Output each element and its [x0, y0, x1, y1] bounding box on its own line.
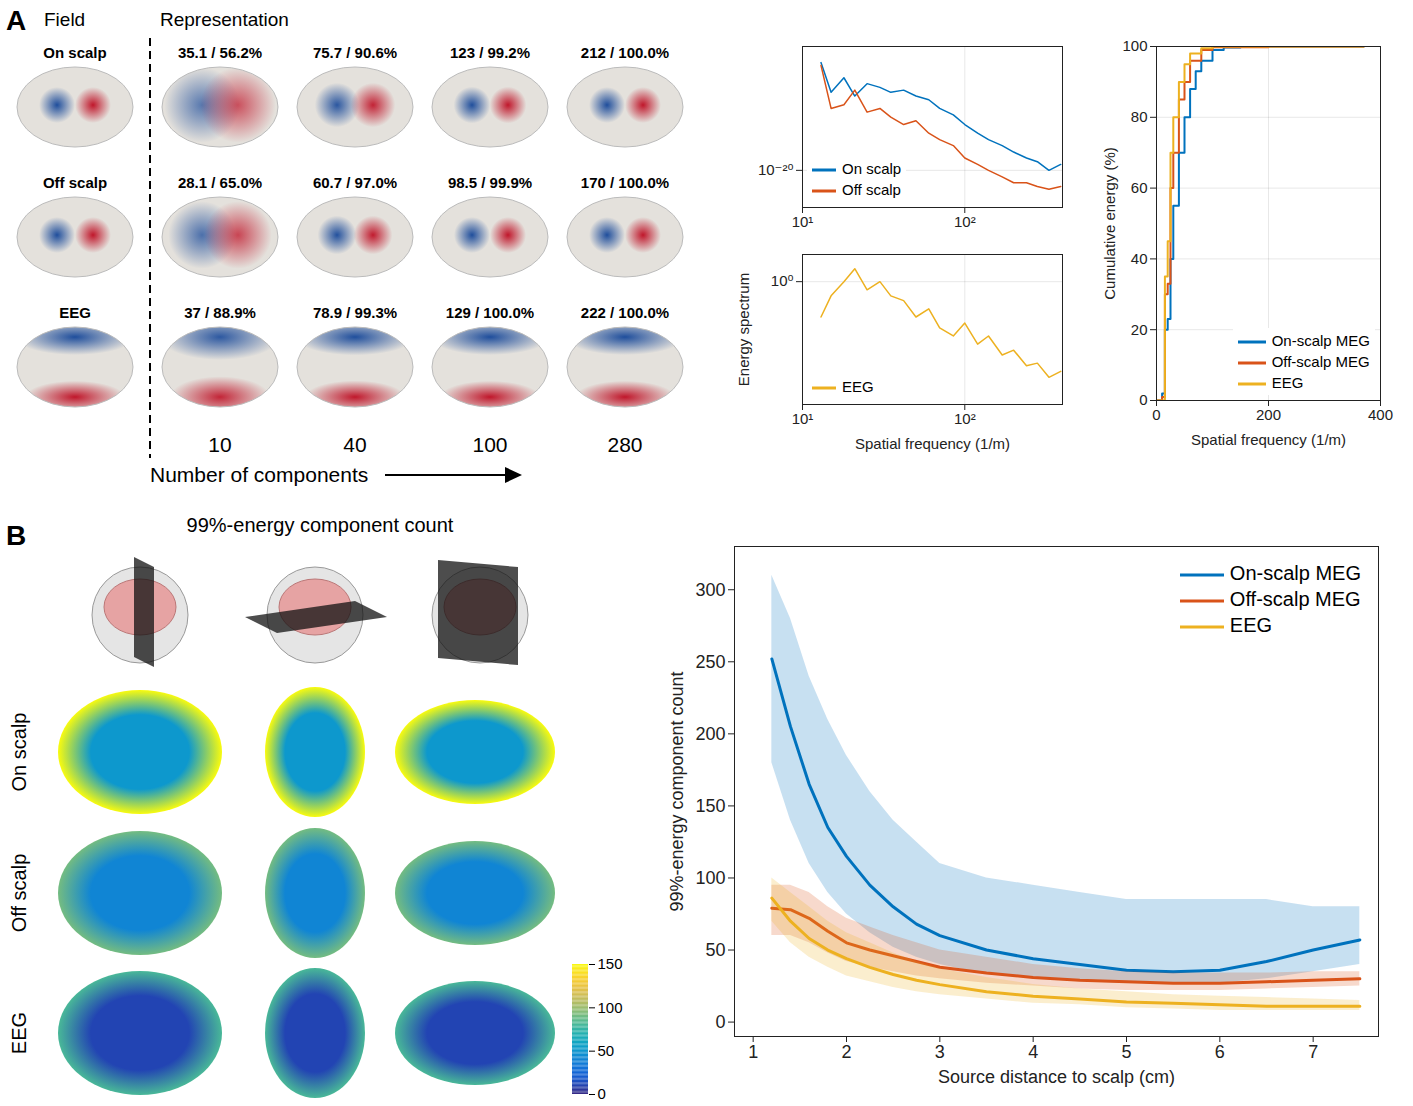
svg-text:78.9 / 99.3%: 78.9 / 99.3% — [313, 304, 397, 321]
svg-text:100: 100 — [1122, 37, 1147, 54]
svg-text:40: 40 — [343, 433, 366, 456]
svg-text:98.5 / 99.9%: 98.5 / 99.9% — [448, 174, 532, 191]
svg-text:100: 100 — [695, 868, 725, 888]
html-text:Off-scalp MEG: Off-scalp MEG — [1271, 353, 1370, 370]
svg-text:6: 6 — [1215, 1042, 1225, 1062]
svg-text:212 / 100.0%: 212 / 100.0% — [581, 44, 669, 61]
svg-text:Source distance to scalp (cm): Source distance to scalp (cm) — [938, 1067, 1175, 1087]
svg-text:99%-energy component count: 99%-energy component count — [187, 514, 454, 536]
svg-text:Cumulative energy (%): Cumulative energy (%) — [1101, 147, 1118, 300]
svg-text:0: 0 — [1152, 406, 1160, 423]
svg-text:Off scalp: Off scalp — [43, 174, 107, 191]
svg-text:100: 100 — [598, 999, 623, 1016]
svg-text:Number of components: Number of components — [150, 463, 368, 486]
svg-text:0: 0 — [598, 1085, 606, 1102]
svg-text:129 / 100.0%: 129 / 100.0% — [446, 304, 534, 321]
svg-text:222 / 100.0%: 222 / 100.0% — [581, 304, 669, 321]
svg-text:5: 5 — [1121, 1042, 1131, 1062]
svg-text:EEG: EEG — [59, 304, 91, 321]
svg-text:B: B — [6, 520, 26, 551]
svg-text:10¹: 10¹ — [792, 213, 814, 230]
svg-text:20: 20 — [1131, 321, 1148, 338]
svg-text:250: 250 — [695, 652, 725, 672]
svg-text:7: 7 — [1308, 1042, 1318, 1062]
svg-text:4: 4 — [1028, 1042, 1038, 1062]
svg-text:10²: 10² — [954, 410, 976, 427]
svg-text:100: 100 — [472, 433, 507, 456]
svg-text:80: 80 — [1131, 108, 1148, 125]
svg-text:400: 400 — [1368, 406, 1393, 423]
svg-text:3: 3 — [935, 1042, 945, 1062]
svg-text:0: 0 — [715, 1012, 725, 1032]
svg-text:Off scalp: Off scalp — [8, 854, 30, 933]
svg-text:200: 200 — [695, 724, 725, 744]
svg-text:On scalp: On scalp — [8, 713, 30, 792]
svg-text:A: A — [6, 5, 26, 36]
html-text:EEG: EEG — [1271, 374, 1304, 391]
svg-text:200: 200 — [1256, 406, 1281, 423]
svg-text:123 / 99.2%: 123 / 99.2% — [450, 44, 530, 61]
svg-text:50: 50 — [598, 1042, 615, 1059]
html-text:Off-scalp MEG: Off-scalp MEG — [1229, 588, 1361, 610]
svg-text:10: 10 — [208, 433, 231, 456]
svg-text:99%-energy component count: 99%-energy component count — [667, 671, 687, 911]
svg-text:10²: 10² — [954, 213, 976, 230]
svg-text:Energy spectrum: Energy spectrum — [735, 273, 752, 386]
svg-text:37 / 88.9%: 37 / 88.9% — [184, 304, 256, 321]
svg-text:0: 0 — [1139, 391, 1147, 408]
html-text:Off scalp: Off scalp — [842, 181, 901, 198]
svg-text:10⁻²⁰: 10⁻²⁰ — [758, 161, 794, 178]
html-text:On-scalp MEG: On-scalp MEG — [1271, 332, 1370, 349]
svg-text:28.1 / 65.0%: 28.1 / 65.0% — [178, 174, 262, 191]
html-text:On-scalp MEG: On-scalp MEG — [1229, 562, 1361, 584]
svg-text:35.1 / 56.2%: 35.1 / 56.2% — [178, 44, 262, 61]
svg-text:150: 150 — [598, 956, 623, 972]
svg-text:40: 40 — [1131, 250, 1148, 267]
svg-text:Representation: Representation — [160, 9, 289, 30]
svg-text:1: 1 — [748, 1042, 758, 1062]
svg-text:On scalp: On scalp — [43, 44, 106, 61]
svg-text:Spatial frequency (1/m): Spatial frequency (1/m) — [855, 435, 1010, 452]
svg-text:Spatial frequency (1/m): Spatial frequency (1/m) — [1191, 431, 1346, 448]
svg-text:10¹: 10¹ — [792, 410, 814, 427]
svg-text:75.7 / 90.6%: 75.7 / 90.6% — [313, 44, 397, 61]
svg-text:2: 2 — [841, 1042, 851, 1062]
svg-text:50: 50 — [705, 940, 725, 960]
svg-text:10⁰: 10⁰ — [771, 272, 794, 289]
html-text:EEG: EEG — [842, 378, 874, 395]
svg-text:300: 300 — [695, 579, 725, 599]
svg-text:Field: Field — [44, 9, 85, 30]
svg-text:EEG: EEG — [8, 1012, 30, 1054]
svg-text:170 / 100.0%: 170 / 100.0% — [581, 174, 669, 191]
svg-text:60.7 / 97.0%: 60.7 / 97.0% — [313, 174, 397, 191]
svg-text:280: 280 — [607, 433, 642, 456]
html-text:On scalp: On scalp — [842, 160, 902, 177]
svg-text:60: 60 — [1131, 179, 1148, 196]
svg-text:150: 150 — [695, 796, 725, 816]
html-text:EEG: EEG — [1229, 614, 1273, 636]
